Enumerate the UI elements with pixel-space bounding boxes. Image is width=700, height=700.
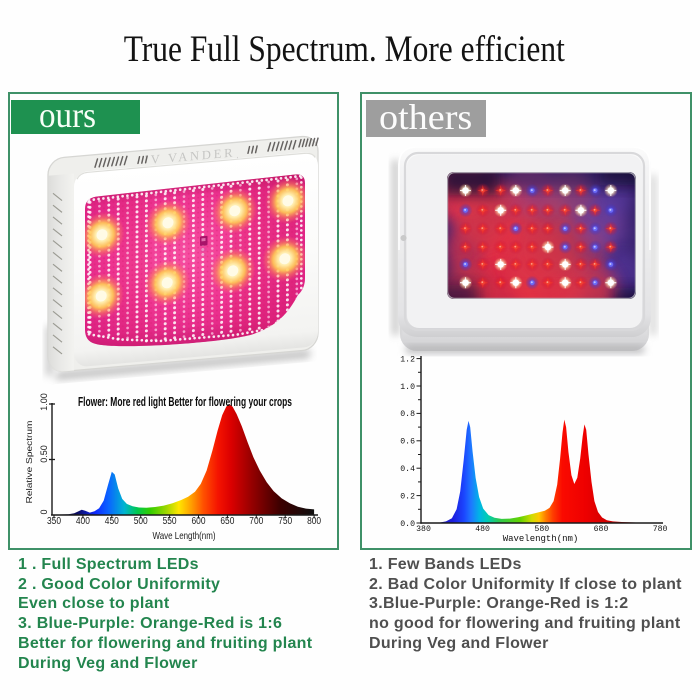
svg-text:650: 650 bbox=[220, 516, 234, 527]
svg-text:Flower: More red light Better: Flower: More red light Better for flower… bbox=[78, 394, 292, 409]
svg-text:1.2: 1.2 bbox=[400, 355, 415, 364]
svg-text:680: 680 bbox=[594, 525, 609, 534]
svg-text:350: 350 bbox=[47, 516, 61, 527]
svg-text:480: 480 bbox=[475, 525, 490, 534]
svg-text:Wave Length(nm): Wave Length(nm) bbox=[153, 530, 216, 542]
svg-text:0.2: 0.2 bbox=[400, 492, 415, 501]
svg-text:0.6: 0.6 bbox=[400, 438, 415, 447]
svg-text:750: 750 bbox=[278, 516, 292, 527]
svg-text:1.0: 1.0 bbox=[400, 383, 415, 392]
svg-text:500: 500 bbox=[134, 516, 148, 527]
svg-text:380: 380 bbox=[416, 525, 431, 534]
svg-text:580: 580 bbox=[534, 525, 549, 534]
svg-text:Wavelength(nm): Wavelength(nm) bbox=[503, 534, 579, 544]
svg-text:800: 800 bbox=[307, 516, 321, 527]
svg-text:0.0: 0.0 bbox=[400, 520, 415, 529]
svg-text:600: 600 bbox=[192, 516, 206, 527]
svg-text:450: 450 bbox=[105, 516, 119, 527]
svg-text:0: 0 bbox=[39, 509, 49, 514]
svg-text:0.4: 0.4 bbox=[400, 465, 415, 474]
svg-text:0.50: 0.50 bbox=[39, 445, 49, 463]
svg-text:Relative Spectrum: Relative Spectrum bbox=[24, 421, 34, 504]
svg-text:550: 550 bbox=[163, 516, 177, 527]
svg-text:780: 780 bbox=[653, 525, 668, 534]
svg-text:700: 700 bbox=[249, 516, 263, 527]
svg-text:400: 400 bbox=[76, 516, 90, 527]
svg-text:0.8: 0.8 bbox=[400, 410, 415, 419]
svg-text:1.00: 1.00 bbox=[39, 393, 49, 411]
